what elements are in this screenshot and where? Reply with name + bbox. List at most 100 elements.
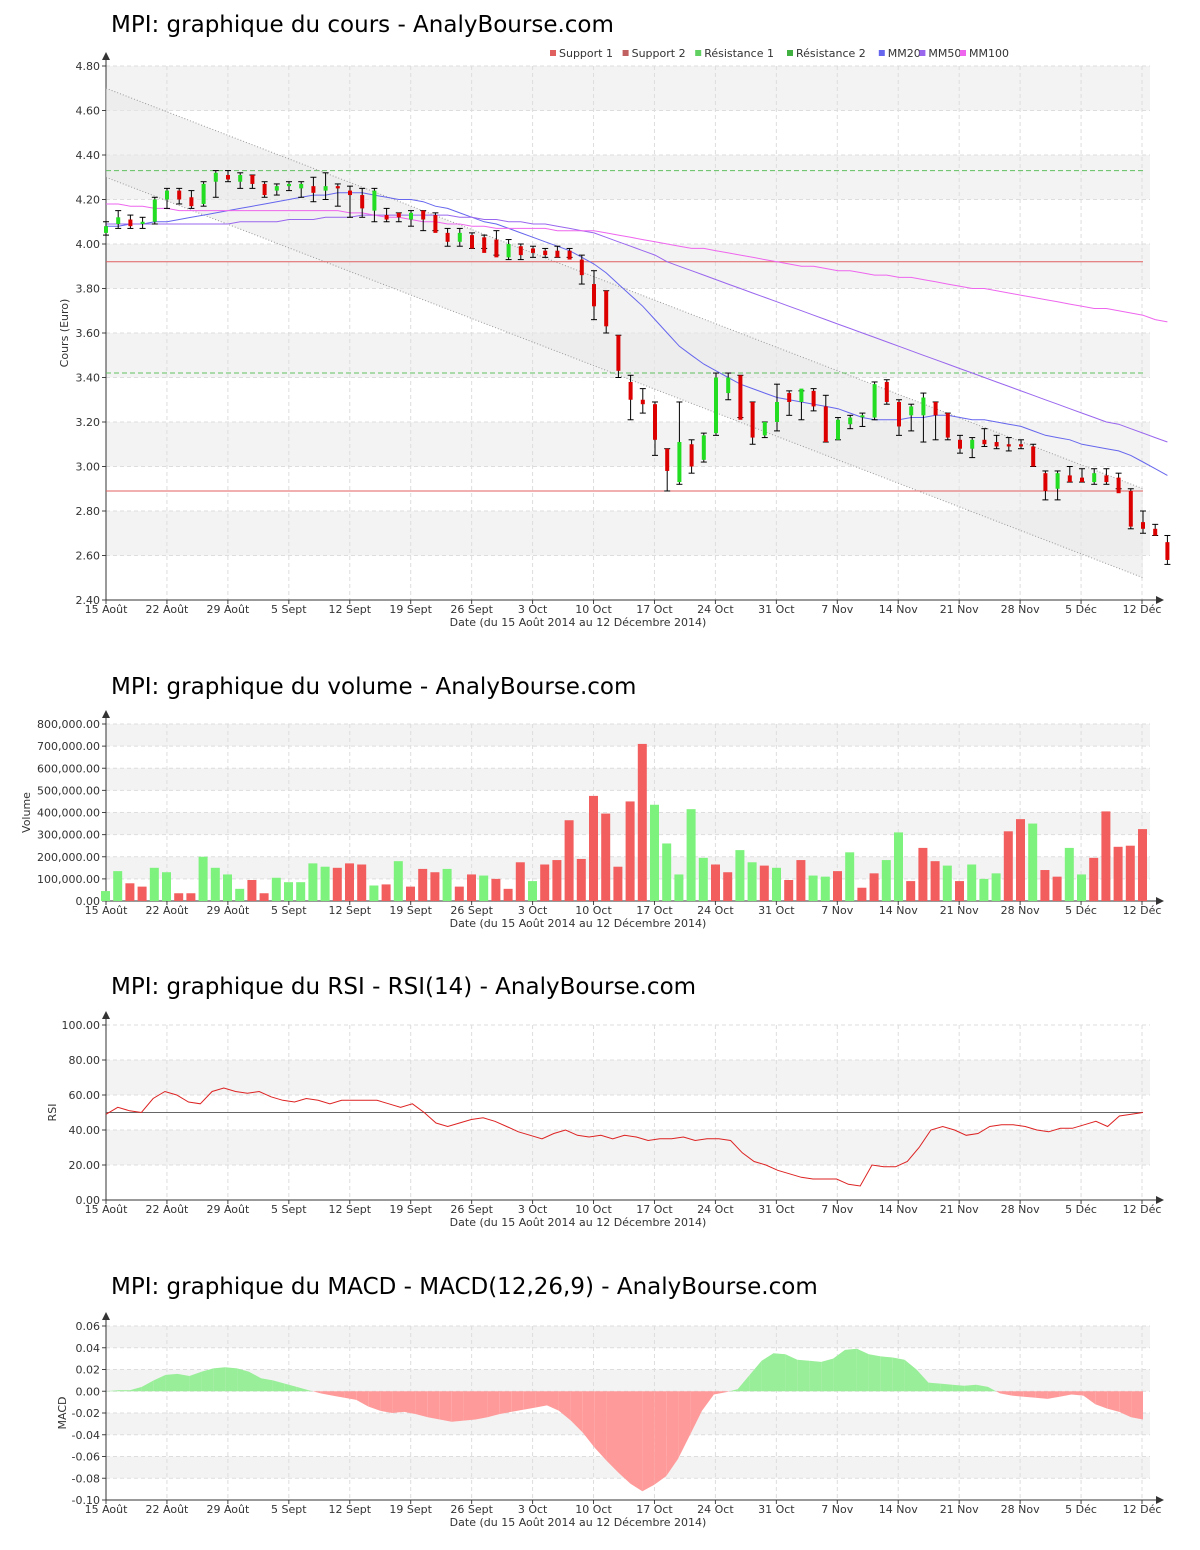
y-tick-label: 4.80 (76, 60, 101, 73)
x-tick-label: 31 Oct (758, 1503, 795, 1516)
y-axis-arrow (102, 1312, 110, 1320)
y-tick-label: 4.20 (76, 194, 101, 207)
y-tick-label: 4.00 (76, 238, 101, 251)
x-tick-label: 26 Sept (450, 1503, 493, 1516)
y-axis-label: Cours (Euro) (58, 299, 71, 368)
macd-area-segment (582, 1391, 595, 1448)
x-tick-label: 12 Sept (328, 904, 371, 917)
macd-area-segment (392, 1391, 404, 1413)
grid-band (106, 768, 1150, 791)
volume-bar (467, 874, 476, 901)
macd-area-segment (988, 1386, 996, 1392)
volume-bar (406, 886, 415, 901)
candle-body (1116, 477, 1121, 494)
candle-body (299, 183, 304, 189)
macd-area-segment (261, 1378, 273, 1392)
macd-area-segment (1083, 1391, 1096, 1405)
x-tick-label: 15 Août (85, 1203, 129, 1216)
x-tick-label: 5 Déc (1065, 904, 1097, 917)
macd-area-segment (821, 1358, 834, 1392)
candle-body (1080, 477, 1084, 483)
trend-channel-upper (105, 87, 1144, 490)
price-chart: 2.40 2.60 2.80 3.00 3.20 3.40 3.60 3.80 4.00 4.20… (58, 47, 1171, 629)
volume-bar (454, 886, 464, 901)
candle-body (1092, 473, 1097, 483)
x-axis-arrow (1156, 596, 1164, 604)
x-tick-label: 24 Oct (697, 1203, 734, 1216)
macd-area-segment (964, 1384, 977, 1392)
macd-area-segment (523, 1391, 536, 1410)
candle-body (177, 190, 182, 200)
y-tick-label: 0.02 (76, 1364, 101, 1377)
grid-band (106, 244, 1150, 289)
x-tick-label: 7 Nov (821, 1203, 853, 1216)
macd-area-segment (630, 1391, 643, 1492)
candle-body (518, 246, 523, 256)
candle-body (750, 401, 755, 438)
macd-chart-title: MPI: graphique du MACD - MACD(12,26,9) -… (111, 1274, 818, 1300)
volume-bar (174, 893, 184, 901)
volume-chart: 0.00 100,000.00 200,000.00 300,000.00 400,00… (20, 710, 1164, 930)
volume-bar (833, 871, 842, 901)
volume-bar (1125, 845, 1135, 901)
candle-body (933, 401, 938, 416)
macd-area-segment (785, 1354, 798, 1392)
x-tick-label: 24 Oct (697, 904, 734, 917)
x-tick-label: 5 Déc (1065, 603, 1097, 616)
macd-area-segment (678, 1391, 691, 1459)
y-tick-label: 0.00 (76, 1194, 101, 1207)
x-tick-label: 26 Sept (450, 1203, 493, 1216)
grid-band (106, 724, 1150, 747)
candle-body (738, 375, 743, 420)
y-tick-label: 4.60 (76, 105, 101, 118)
candle-body (860, 415, 865, 418)
volume-bar (991, 873, 1001, 901)
legend-label: Résistance 1 (704, 47, 774, 60)
trend-channel (106, 88, 1143, 578)
x-tick-label: 12 Déc (1123, 1503, 1162, 1516)
candle-body (372, 190, 377, 211)
macd-area-segment (1071, 1391, 1084, 1396)
volume-bar (1064, 847, 1074, 901)
grid-band (106, 1130, 1150, 1165)
volume-bar (942, 865, 952, 901)
candle-body (457, 232, 462, 242)
candle-body (250, 175, 255, 184)
candle-body (872, 384, 877, 418)
x-tick-label: 29 Août (206, 1503, 250, 1516)
x-tick-label: 3 Oct (518, 1503, 548, 1516)
volume-bar (1040, 870, 1050, 901)
x-tick-label: 12 Déc (1123, 904, 1162, 917)
volume-bar (198, 856, 208, 901)
candle-body (1043, 473, 1048, 491)
y-tick-label: 100,000.00 (37, 873, 100, 886)
volume-bar (820, 876, 830, 901)
y-tick-label: 3.80 (76, 283, 101, 296)
candle-body (653, 404, 657, 440)
macd-area-segment (1107, 1391, 1120, 1412)
candle-body (287, 183, 291, 187)
macd-area-segment (129, 1386, 142, 1392)
volume-bar (955, 881, 964, 901)
y-tick-label: 0.06 (76, 1320, 101, 1333)
x-tick-label: 31 Oct (758, 603, 795, 616)
volume-bar (967, 864, 977, 901)
y-tick-label: 800,000.00 (37, 718, 100, 731)
macd-area-segment (189, 1371, 202, 1392)
y-tick-label: -0.10 (72, 1494, 100, 1507)
volume-bar (125, 883, 135, 901)
macd-area-segment (666, 1391, 679, 1477)
volume-bar (1089, 857, 1099, 901)
macd-area-segment (1095, 1391, 1108, 1409)
x-axis-label: Date (du 15 Août 2014 au 12 Décembre 201… (450, 1516, 707, 1529)
rsi-chart-title: MPI: graphique du RSI - RSI(14) - AnalyB… (111, 974, 697, 1000)
volume-bar (259, 893, 269, 901)
candle-body (811, 390, 816, 407)
y-tick-label: 80.00 (69, 1054, 101, 1067)
volume-bar (723, 872, 733, 901)
y-tick-label: 2.40 (76, 594, 101, 607)
x-tick-label: 28 Nov (1001, 1203, 1040, 1216)
candle-body (616, 335, 621, 371)
x-tick-label: 3 Oct (518, 1203, 548, 1216)
legend-label: Support 1 (559, 47, 613, 60)
